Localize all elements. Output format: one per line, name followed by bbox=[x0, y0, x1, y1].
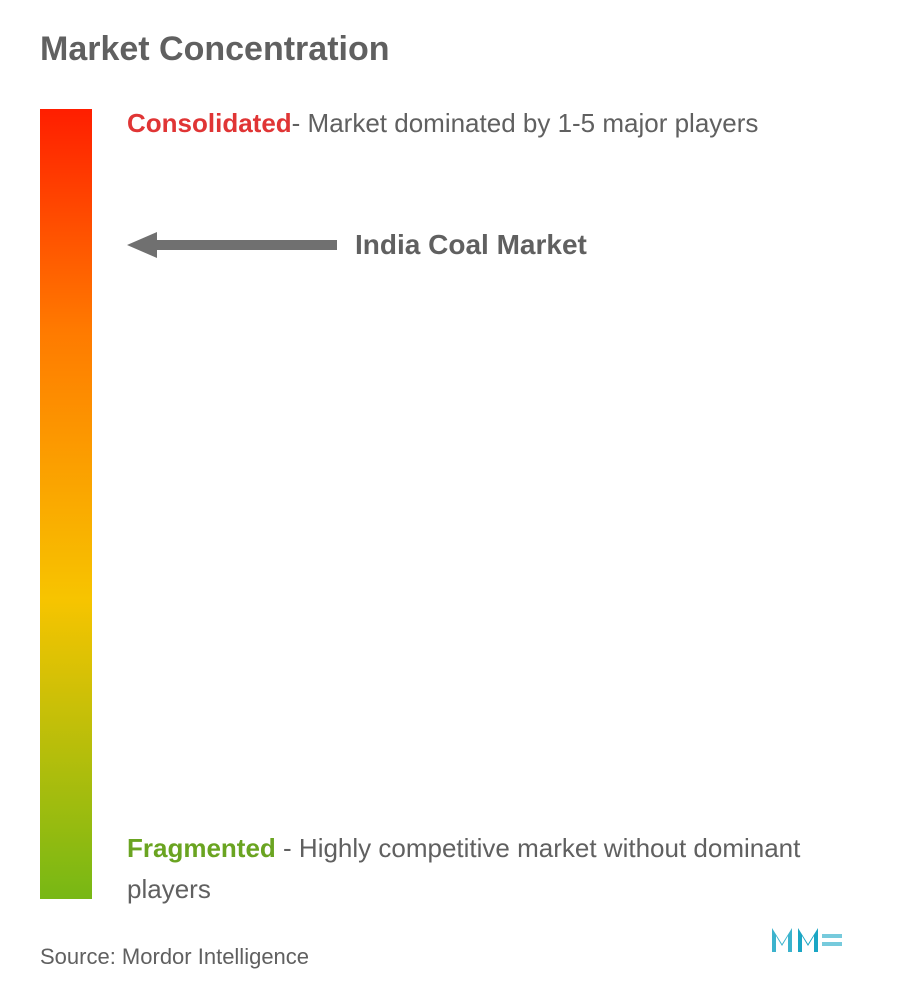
consolidated-keyword: Consolidated bbox=[127, 108, 292, 138]
market-label: India Coal Market bbox=[355, 229, 587, 261]
fragmented-description: Fragmented - Highly competitive market w… bbox=[127, 828, 840, 909]
arrow-left-icon bbox=[127, 232, 337, 258]
concentration-gradient-bar bbox=[40, 109, 92, 899]
mordor-logo bbox=[768, 922, 846, 960]
source-footer: Source: Mordor Intelligence bbox=[40, 944, 309, 970]
consolidated-rest: - Market dominated by 1-5 major players bbox=[292, 108, 759, 138]
arrow-shape bbox=[127, 232, 337, 258]
consolidated-description: Consolidated- Market dominated by 1-5 ma… bbox=[127, 103, 840, 143]
right-column: Consolidated- Market dominated by 1-5 ma… bbox=[127, 109, 860, 899]
fragmented-keyword: Fragmented bbox=[127, 833, 276, 863]
content-row: Consolidated- Market dominated by 1-5 ma… bbox=[40, 109, 860, 899]
chart-title: Market Concentration bbox=[40, 30, 860, 69]
market-pointer: India Coal Market bbox=[127, 229, 587, 261]
